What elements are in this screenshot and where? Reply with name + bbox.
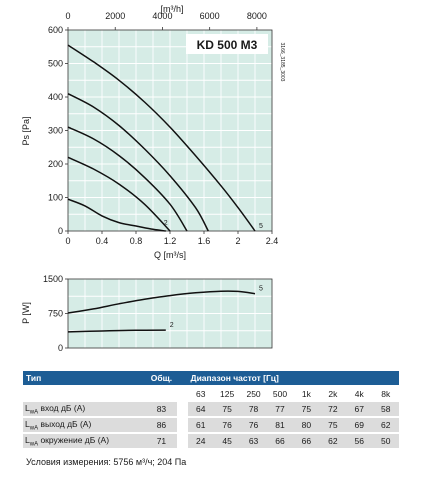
row-value: 69	[346, 418, 373, 432]
row-value: 72	[319, 402, 347, 416]
row-value: 66	[293, 434, 320, 448]
pressure-curve-2	[67, 93, 209, 232]
row-value: 76	[240, 418, 267, 432]
freq-header-500: 500	[266, 387, 294, 400]
freq-header-4k: 4k	[346, 387, 373, 400]
x-tick-label: 0	[65, 236, 70, 246]
col-total-header: Общ.	[146, 371, 177, 385]
row-value: 56	[346, 434, 373, 448]
y-tick-label: 750	[48, 309, 63, 319]
row-label: LwA выход дБ (А)	[23, 418, 147, 432]
chart-title: KD 500 M3	[197, 38, 258, 52]
top-tick-label: 6000	[200, 11, 220, 21]
sound-data-table: Тип Общ. Диапазон частот [Гц] 63 125 250 50…	[23, 369, 399, 450]
x-tick-label: 0.4	[96, 236, 109, 246]
row-value: 80	[293, 418, 320, 432]
y-tick-label: 200	[48, 159, 63, 169]
col-type-header: Тип	[23, 371, 147, 385]
row-value: 66	[266, 434, 294, 448]
y-tick-label: 300	[48, 126, 63, 136]
row-value: 77	[266, 402, 294, 416]
table-row: LwA выход дБ (А) 86 61 76 76 81 80 75 69 62	[23, 418, 399, 432]
row-value: 75	[213, 402, 241, 416]
curve-label-5: 5	[259, 286, 263, 293]
pressure-curve-1	[67, 44, 256, 232]
freq-header-8k: 8k	[372, 387, 399, 400]
x-tick-label: 0.8	[130, 236, 143, 246]
freq-header-1k: 1k	[293, 387, 320, 400]
pressure-curve-3	[67, 126, 188, 232]
y-tick-label: 0	[58, 343, 63, 353]
x-tick-label: 1.2	[164, 236, 177, 246]
y-tick-label: 500	[48, 59, 63, 69]
freq-header-63: 63	[187, 387, 214, 400]
x-tick-label: 2	[235, 236, 240, 246]
measurement-conditions: Условия измерения: 5756 м³/ч; 204 Па	[26, 457, 187, 467]
x-tick-label: 1.6	[198, 236, 211, 246]
power-chart: 0 750 1500 P [W] 5 2	[21, 274, 273, 353]
row-value: 62	[319, 434, 347, 448]
curve-label-2: 2	[170, 322, 174, 329]
row-value: 76	[213, 418, 241, 432]
row-total: 83	[146, 402, 177, 416]
x-axis-label: Q [m³/s]	[154, 250, 186, 260]
title-box	[186, 34, 268, 54]
row-label: LwA окружение дБ (А)	[23, 434, 147, 448]
row-label: LwA вход дБ (А)	[23, 402, 147, 416]
curve-label-5: 5	[259, 223, 263, 230]
table-header-row: Тип Общ. Диапазон частот [Гц]	[23, 371, 399, 385]
y-tick-label: 100	[48, 193, 63, 203]
y-axis-label: P [W]	[21, 302, 31, 324]
table-row: LwA вход дБ (А) 83 64 75 78 77 75 72 67 58	[23, 402, 399, 416]
row-value: 24	[187, 434, 214, 448]
row-value: 81	[266, 418, 294, 432]
top-axis-label: [m³/h]	[160, 4, 183, 14]
top-tick-label: 8000	[247, 11, 267, 21]
y-axis-label: Ps [Pa]	[21, 116, 31, 145]
y-tick-label: 600	[48, 25, 63, 35]
row-value: 63	[240, 434, 267, 448]
row-value: 75	[319, 418, 347, 432]
row-value: 45	[213, 434, 241, 448]
power-curve-1	[67, 290, 256, 314]
top-tick-label: 2000	[105, 11, 125, 21]
curve-label-2: 2	[164, 220, 168, 227]
row-value: 78	[240, 402, 267, 416]
row-value: 67	[346, 402, 373, 416]
row-value: 62	[372, 418, 399, 432]
row-value: 61	[187, 418, 214, 432]
freq-header-250: 250	[240, 387, 267, 400]
frequency-row: 63 125 250 500 1k 2k 4k 8k	[23, 387, 399, 400]
x-tick-label: 2.4	[266, 236, 279, 246]
y-tick-label: 0	[58, 226, 63, 236]
fan-performance-charts: 0 0.4 0.8 1.2 1.6 2 2.40 2000 4000 6000 8000010020…	[21, 4, 285, 353]
top-tick-label: 4000	[152, 11, 172, 21]
pressure-curve-5	[67, 198, 166, 232]
y-tick-label: 400	[48, 92, 63, 102]
side-code: 3166_3185_3003	[279, 43, 285, 82]
row-value: 75	[293, 402, 320, 416]
row-value: 58	[372, 402, 399, 416]
col-range-header: Диапазон частот [Гц]	[187, 371, 399, 385]
top-tick-label: 0	[65, 11, 70, 21]
row-total: 71	[146, 434, 177, 448]
pressure-curve-4	[67, 156, 171, 232]
table-row: LwA окружение дБ (А) 71 24 45 63 66 66 62 56 50	[23, 434, 399, 448]
pressure-flow-chart: 0 0.4 0.8 1.2 1.6 2 2.4 0 2000 4000 6000 8000 0 100 20…	[21, 4, 285, 260]
row-total: 86	[146, 418, 177, 432]
freq-header-125: 125	[213, 387, 241, 400]
row-value: 50	[372, 434, 399, 448]
power-curve-2	[67, 329, 166, 333]
row-value: 64	[187, 402, 214, 416]
freq-header-2k: 2k	[319, 387, 347, 400]
y-tick-label: 1500	[43, 274, 63, 284]
